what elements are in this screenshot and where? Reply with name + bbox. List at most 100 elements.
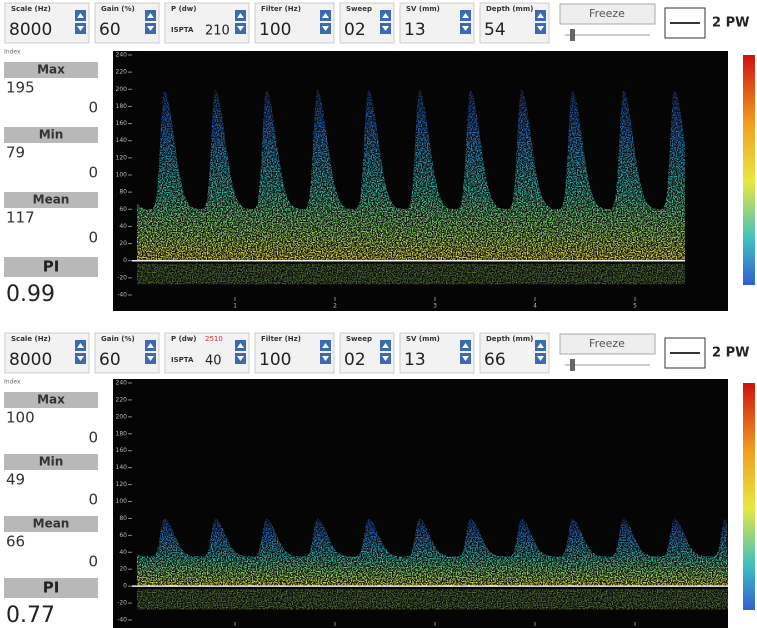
control-value: 02 — [344, 350, 366, 370]
measure-zero: 0 — [88, 491, 98, 509]
y-tick-label: 240 — [116, 52, 128, 59]
y-tick-label: 60 — [119, 206, 127, 213]
y-tick-label: 200 — [116, 413, 128, 420]
control-label: Scale (Hz) — [11, 5, 51, 13]
spectrum-negative — [137, 589, 728, 609]
y-tick-label: 20 — [119, 240, 127, 247]
measure-label: Max — [37, 63, 65, 77]
y-tick-label: 180 — [116, 103, 128, 110]
mode-label: 2 PW — [712, 346, 749, 361]
y-tick-label: 200 — [116, 86, 128, 93]
measure-zero: 0 — [88, 99, 98, 117]
index-label: Index — [4, 49, 21, 56]
control-label: Sweep — [346, 5, 372, 13]
control-value: 2510 — [205, 335, 223, 343]
y-tick-label: 0 — [123, 583, 127, 590]
control-label: Sweep — [346, 335, 372, 343]
measure-value: 117 — [6, 209, 35, 227]
measure-label: Min — [39, 455, 64, 469]
control-label: Gain (%) — [101, 5, 135, 13]
measure-zero: 0 — [88, 553, 98, 571]
pi-label: PI — [43, 579, 60, 597]
control-value: 60 — [99, 20, 121, 40]
freeze-label: Freeze — [589, 337, 625, 350]
control-label: P (dw) — [171, 335, 196, 343]
y-tick-label: 20 — [119, 566, 127, 573]
control-label: Filter (Hz) — [261, 5, 301, 13]
y-tick-label: 40 — [119, 549, 127, 556]
measure-zero: 0 — [88, 164, 98, 182]
x-tick-label: 5 — [633, 303, 637, 310]
color-bar — [743, 383, 755, 610]
spectrum-negative — [137, 264, 685, 285]
pi-value: 0.77 — [6, 603, 55, 628]
y-tick-label: 100 — [116, 172, 128, 179]
control-value: 13 — [404, 20, 426, 40]
index-label: Index — [4, 379, 21, 386]
measure-label: Min — [39, 128, 64, 142]
control-value: 8000 — [9, 350, 52, 370]
measure-label: Max — [37, 393, 65, 407]
control-value: 66 — [484, 350, 506, 370]
measure-value: 195 — [6, 79, 35, 97]
measure-value: 100 — [6, 409, 35, 427]
measure-zero: 0 — [88, 229, 98, 247]
freeze-label: Freeze — [589, 7, 625, 20]
y-tick-label: 80 — [119, 189, 127, 196]
y-tick-label: 140 — [116, 137, 128, 144]
control-value: 8000 — [9, 20, 52, 40]
control-label: ISPTA — [171, 356, 194, 364]
pi-value: 0.99 — [6, 282, 55, 307]
measure-label: Mean — [33, 193, 70, 207]
control-label: Depth (mm) — [486, 5, 533, 13]
y-tick-label: 0 — [123, 257, 127, 264]
control-label: Scale (Hz) — [11, 335, 51, 343]
y-tick-label: 120 — [116, 154, 128, 161]
control-label: Filter (Hz) — [261, 335, 301, 343]
control-value: 100 — [259, 350, 291, 370]
control-label: ISPTA — [171, 26, 194, 34]
control-value: 13 — [404, 350, 426, 370]
control-label: SV (mm) — [406, 5, 440, 13]
measure-value: 79 — [6, 144, 25, 162]
control-label: P (dw) — [171, 5, 196, 13]
control-value: 60 — [99, 350, 121, 370]
pi-label: PI — [43, 258, 60, 276]
y-tick-label: 60 — [119, 532, 127, 539]
screen: Scale (Hz)8000Gain (%)60P (dw)ISPTA210Fi… — [0, 0, 757, 628]
y-tick-label: 140 — [116, 464, 128, 471]
measure-label: Mean — [33, 517, 70, 531]
x-tick-label: 3 — [433, 303, 437, 310]
x-tick-label: 4 — [533, 303, 537, 310]
y-tick-label: -40 — [117, 292, 127, 299]
y-tick-label: 80 — [119, 515, 127, 522]
y-tick-label: 220 — [116, 396, 128, 403]
measure-zero: 0 — [88, 429, 98, 447]
y-tick-label: 240 — [116, 380, 128, 387]
control-value: 100 — [259, 20, 291, 40]
y-tick-label: -20 — [117, 274, 127, 281]
mode-label: 2 PW — [712, 16, 749, 31]
measure-value: 66 — [6, 533, 25, 551]
control-label: SV (mm) — [406, 335, 440, 343]
y-tick-label: 220 — [116, 69, 128, 76]
y-tick-label: -40 — [117, 617, 127, 624]
y-tick-label: 40 — [119, 223, 127, 230]
control-label: Gain (%) — [101, 335, 135, 343]
slider-thumb[interactable] — [570, 29, 575, 41]
x-tick-label: 2 — [333, 303, 337, 310]
y-tick-label: 160 — [116, 447, 128, 454]
y-tick-label: 100 — [116, 498, 128, 505]
control-value: 210 — [205, 24, 230, 39]
control-value: 40 — [205, 354, 222, 369]
x-tick-label: 1 — [233, 303, 237, 310]
measure-value: 49 — [6, 471, 25, 489]
control-label: Depth (mm) — [486, 335, 533, 343]
color-bar — [743, 55, 755, 285]
control-value: 02 — [344, 20, 366, 40]
y-tick-label: 180 — [116, 430, 128, 437]
y-tick-label: 160 — [116, 120, 128, 127]
slider-thumb[interactable] — [570, 359, 575, 371]
y-tick-label: -20 — [117, 600, 127, 607]
y-tick-label: 120 — [116, 481, 128, 488]
